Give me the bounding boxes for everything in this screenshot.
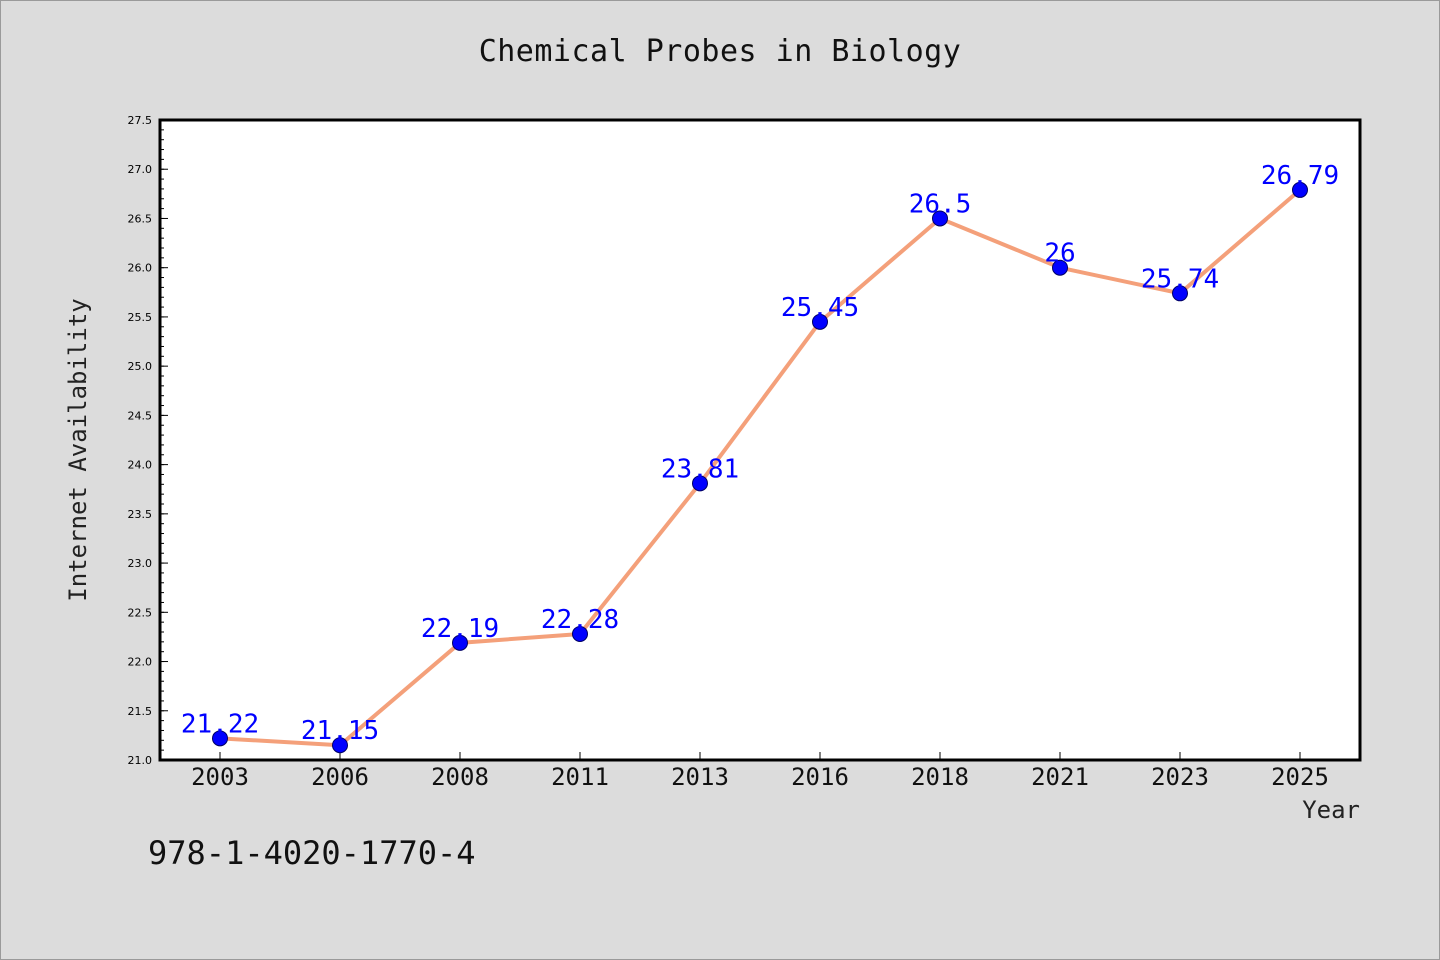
y-tick-label: 24.5 [128, 409, 153, 422]
data-label: 26.5 [909, 189, 972, 219]
x-tick-label: 2021 [1031, 763, 1089, 791]
plot-area [160, 120, 1360, 760]
x-tick-label: 2013 [671, 763, 729, 791]
y-tick-label: 21.0 [128, 754, 153, 767]
data-point [692, 475, 708, 492]
data-point [812, 313, 828, 330]
x-tick-label: 2025 [1271, 763, 1329, 791]
y-tick-label: 24.0 [128, 459, 153, 472]
x-tick-label: 2006 [311, 763, 369, 791]
data-label: 25.74 [1141, 264, 1219, 294]
x-tick-label: 2023 [1151, 763, 1209, 791]
data-label: 22.28 [541, 605, 619, 635]
data-point [1052, 259, 1068, 276]
x-tick-label: 2016 [791, 763, 849, 791]
data-label: 26.79 [1261, 161, 1339, 191]
data-point [572, 625, 588, 642]
data-label: 21.15 [301, 716, 379, 746]
x-axis: 2003 2006 2008 2011 2013 2016 2018 2021 2023 2025 [191, 752, 1329, 791]
y-tick-label: 23.0 [128, 557, 153, 570]
data-label: 21.22 [181, 709, 259, 739]
chart-title: Chemical Probes in Biology [478, 34, 962, 69]
data-label: 23.81 [661, 454, 739, 484]
x-tick-label: 2008 [431, 763, 489, 791]
data-label: 25.45 [781, 293, 859, 323]
y-tick-label: 26.0 [128, 262, 153, 275]
series-line [219, 188, 1302, 748]
y-tick-label: 22.0 [128, 656, 153, 669]
y-tick-label: 27.0 [128, 163, 153, 176]
y-tick-label: 25.5 [128, 311, 153, 324]
y-tick-label: 21.5 [128, 705, 153, 718]
data-label: 26 [1044, 239, 1075, 269]
data-label: 22.19 [421, 614, 499, 644]
y-tick-label: 22.5 [128, 606, 153, 619]
data-point [332, 737, 348, 754]
y-axis: 21.0 21.5 22.0 22.5 23.0 23.5 24.0 24.5 25.0 25.5… [128, 114, 168, 767]
y-tick-label: 26.5 [128, 212, 153, 225]
data-point [1172, 285, 1188, 302]
y-tick-label: 27.5 [128, 114, 153, 127]
y-tick-label: 23.5 [128, 508, 153, 521]
x-axis-label: Year [1302, 796, 1360, 824]
data-point [212, 730, 228, 747]
data-point [1292, 181, 1308, 198]
data-point [452, 634, 468, 651]
x-tick-label: 2003 [191, 763, 249, 791]
plot-frame [158, 118, 1362, 762]
series-group: 21.22 21.15 22.19 22.28 23.81 25.45 26.5 26 25.7… [181, 161, 1339, 754]
isbn-annotation: 978-1-4020-1770-4 [148, 834, 476, 872]
x-tick-label: 2018 [911, 763, 969, 791]
x-tick-label: 2011 [551, 763, 609, 791]
data-point [932, 210, 948, 227]
y-tick-label: 25.0 [128, 360, 153, 373]
